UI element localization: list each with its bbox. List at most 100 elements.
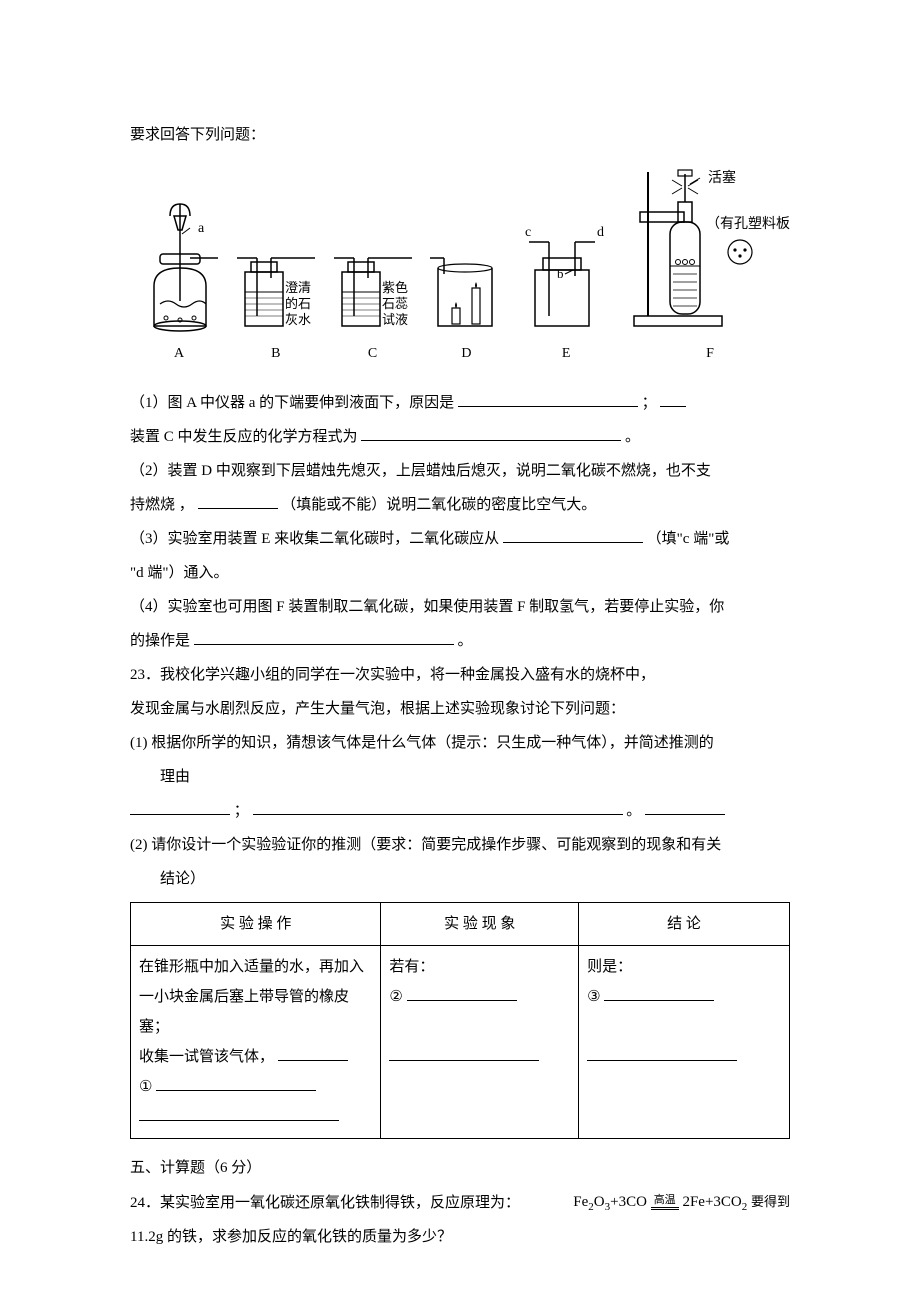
blank-q3: [503, 525, 643, 543]
label-f: F: [706, 340, 714, 368]
equation: Fe2O3+3CO 高温 2Fe+3CO2 要得到: [573, 1187, 790, 1218]
eq-3co: +3CO: [610, 1194, 647, 1210]
q1-line1: （1）图 A 中仪器 a 的下端要伸到液面下，原因是 ；: [130, 388, 790, 418]
q23-sub2-l2: 结论）: [130, 864, 790, 894]
svg-text:试液: 试液: [382, 312, 408, 327]
q2-line1: （2）装置 D 中观察到下层蜡烛先熄灭，上层蜡烛后熄灭，说明二氧化碳不燃烧，也不…: [130, 456, 790, 486]
blank-c11a: [278, 1043, 348, 1061]
q24-l1: 24．某实验室用一氧化碳还原氧化铁制得铁，反应原理为：: [130, 1188, 520, 1218]
label-d: D: [461, 340, 471, 368]
q2-l2a: 持燃烧 ，: [130, 497, 194, 513]
q23-sub1-l1: (1) 根据你所学的知识，猜想该气体是什么气体（提示：只生成一种气体），并简述推…: [130, 728, 790, 758]
q1-l1b: ；: [642, 395, 657, 411]
svg-text:活塞: 活塞: [708, 169, 736, 186]
svg-text:b: b: [557, 266, 564, 281]
blank-q1b: [361, 423, 621, 441]
section-5: 五、计算题（6 分）: [130, 1153, 790, 1183]
c12-mark: ②: [389, 989, 402, 1005]
cell-1-2: 若有： ②: [381, 946, 579, 1139]
bottle-c-icon: 紫色 石蕊 试液: [334, 196, 412, 336]
eq-right: 2Fe+3CO: [682, 1194, 741, 1210]
svg-text:（有孔塑料板）: （有孔塑料板）: [706, 216, 790, 232]
blank-q23a: [130, 797, 230, 815]
c13-mark: ③: [587, 989, 600, 1005]
c12-l1: 若有：: [389, 959, 434, 975]
table-row: 在锥形瓶中加入适量的水，再加入 一小块金属后塞上带导管的橡皮塞； 收集一试管该气…: [131, 946, 790, 1139]
eq-mess: 要得到: [751, 1194, 790, 1209]
apparatus-b: 澄清 的石 灰水 B: [237, 196, 315, 368]
table-head-row: 实 验 操 作 实 验 现 象 结 论: [131, 903, 790, 946]
bottle-b-icon: 澄清 的石 灰水: [237, 196, 315, 336]
th2: 实 验 现 象: [381, 903, 579, 946]
q23-line2: 发现金属与水剧烈反应，产生大量气泡，根据上述实验现象讨论下列问题：: [130, 694, 790, 724]
q1-line2: 装置 C 中发生反应的化学方程式为 。: [130, 422, 790, 452]
blank-c11b: [156, 1073, 316, 1091]
blank-q2: [198, 491, 278, 509]
c13-l1: 则是：: [587, 959, 632, 975]
q23-end: 。: [626, 803, 641, 819]
c11-l1: 在锥形瓶中加入适量的水，再加入: [139, 959, 364, 975]
blank-q1a2: [660, 389, 686, 407]
q23-sub2-l1: (2) 请你设计一个实验验证你的推测（要求：简要完成操作步骤、可能观察到的现象和…: [130, 830, 790, 860]
svg-text:d: d: [597, 225, 604, 240]
c11-l3: 收集一试管该气体，: [139, 1049, 274, 1065]
blank-c12a: [407, 983, 517, 1001]
cell-1-3: 则是： ③: [579, 946, 790, 1139]
q3-line1: （3）实验室用装置 E 来收集二氧化碳时，二氧化碳应从 （填"c 端"或: [130, 524, 790, 554]
q3-l1a: （3）实验室用装置 E 来收集二氧化碳时，二氧化碳应从: [130, 531, 499, 547]
svg-text:的石: 的石: [285, 296, 311, 311]
q4-l2b: 。: [458, 633, 473, 649]
q24-line2: 11.2g 的铁，求参加反应的氧化铁的质量为多少？: [130, 1222, 790, 1252]
q23-line1: 23．我校化学兴趣小组的同学在一次实验中，将一种金属投入盛有水的烧杯中，: [130, 660, 790, 690]
svg-text:灰水: 灰水: [285, 312, 311, 327]
q3-l1b: （填"c 端"或: [647, 531, 730, 547]
eq-o: O: [594, 1194, 605, 1210]
blank-c13b: [587, 1043, 737, 1061]
blank-q23b: [253, 797, 623, 815]
label-e: E: [562, 340, 571, 368]
eq-cond: 高温: [651, 1195, 679, 1206]
blank-c13a: [604, 983, 714, 1001]
svg-text:c: c: [525, 225, 531, 240]
q1-l2a: 装置 C 中发生反应的化学方程式为: [130, 429, 358, 445]
label-a: A: [174, 340, 184, 368]
q4-l2a: 的操作是: [130, 633, 190, 649]
beaker-candle-icon: [430, 196, 502, 336]
q2-line2: 持燃烧 ， （填能或不能）说明二氧化碳的密度比空气大。: [130, 490, 790, 520]
apparatus-a: a A: [140, 196, 218, 368]
q4-line1: （4）实验室也可用图 F 装置制取二氧化碳，如果使用装置 F 制取氢气，若要停止…: [130, 592, 790, 622]
q2-l2b: （填能或不能）说明二氧化碳的密度比空气大。: [281, 497, 596, 513]
q4-line2: 的操作是 。: [130, 626, 790, 656]
eq-fe: Fe: [573, 1194, 588, 1210]
cell-1-1: 在锥形瓶中加入适量的水，再加入 一小块金属后塞上带导管的橡皮塞； 收集一试管该气…: [131, 946, 381, 1139]
q1-l2b: 。: [625, 429, 640, 445]
apparatus-e: c d b E: [521, 196, 611, 368]
label-b: B: [271, 340, 280, 368]
th1: 实 验 操 作: [131, 903, 381, 946]
svg-text:石蕊: 石蕊: [382, 296, 408, 311]
th3: 结 论: [579, 903, 790, 946]
q23-sub1-l2: 理由: [130, 762, 790, 792]
collect-bottle-icon: c d b: [521, 196, 611, 336]
apparatus-d: D: [430, 196, 502, 368]
apparatus-f: 活塞 （有孔塑料板） F: [630, 166, 790, 368]
q23-sub1-blanks: ； 。: [130, 796, 790, 826]
label-c: C: [368, 340, 377, 368]
blank-c12b: [389, 1043, 539, 1061]
eq-arrow: 高温: [651, 1195, 679, 1211]
intro-text: 要求回答下列问题：: [130, 120, 790, 150]
q3-line2: "d 端"）通入。: [130, 558, 790, 588]
c11-l2: 一小块金属后塞上带导管的橡皮塞；: [139, 989, 349, 1035]
c11-mark: ①: [139, 1079, 152, 1095]
q1-l1a: （1）图 A 中仪器 a 的下端要伸到液面下，原因是: [130, 395, 454, 411]
q24-line1: 24．某实验室用一氧化碳还原氧化铁制得铁，反应原理为： Fe2O3+3CO 高温…: [130, 1187, 790, 1218]
svg-text:紫色: 紫色: [382, 280, 408, 295]
q23-sep: ；: [234, 803, 249, 819]
apparatus-figure: a A 澄清 的石 灰水 B: [130, 166, 790, 368]
blank-c11c: [139, 1103, 339, 1121]
blank-q4: [194, 627, 454, 645]
flask-funnel-icon: a: [140, 196, 218, 336]
blank-q23c: [645, 797, 725, 815]
experiment-table: 实 验 操 作 实 验 现 象 结 论 在锥形瓶中加入适量的水，再加入 一小块金…: [130, 902, 790, 1139]
svg-text:澄清: 澄清: [285, 280, 311, 295]
